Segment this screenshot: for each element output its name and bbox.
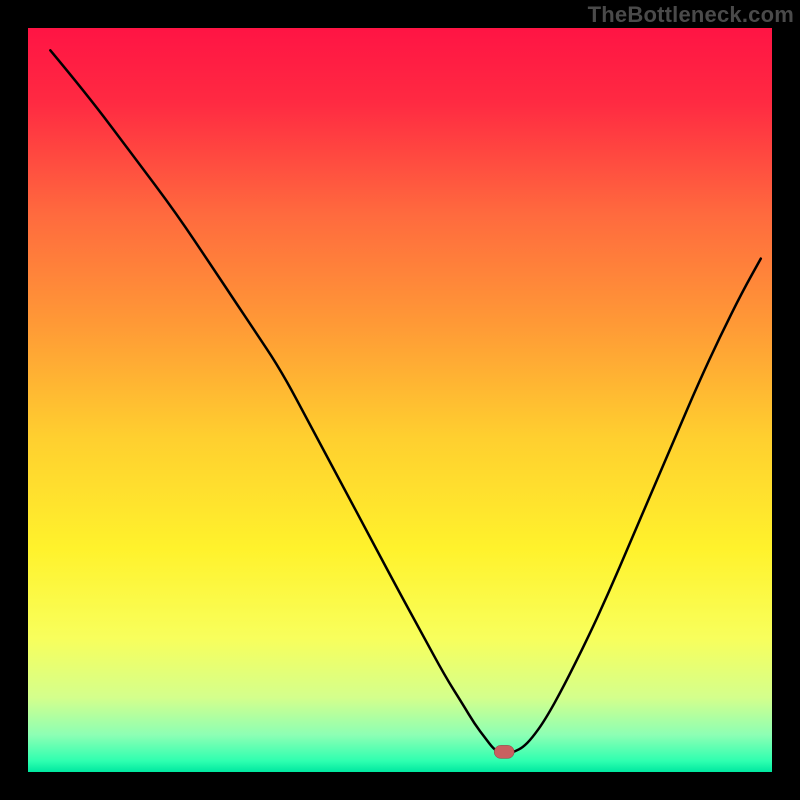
bottleneck-chart — [0, 0, 800, 800]
plot-area — [28, 28, 772, 772]
watermark-text: TheBottleneck.com — [588, 2, 794, 28]
minimum-marker — [494, 745, 514, 758]
chart-container: TheBottleneck.com — [0, 0, 800, 800]
